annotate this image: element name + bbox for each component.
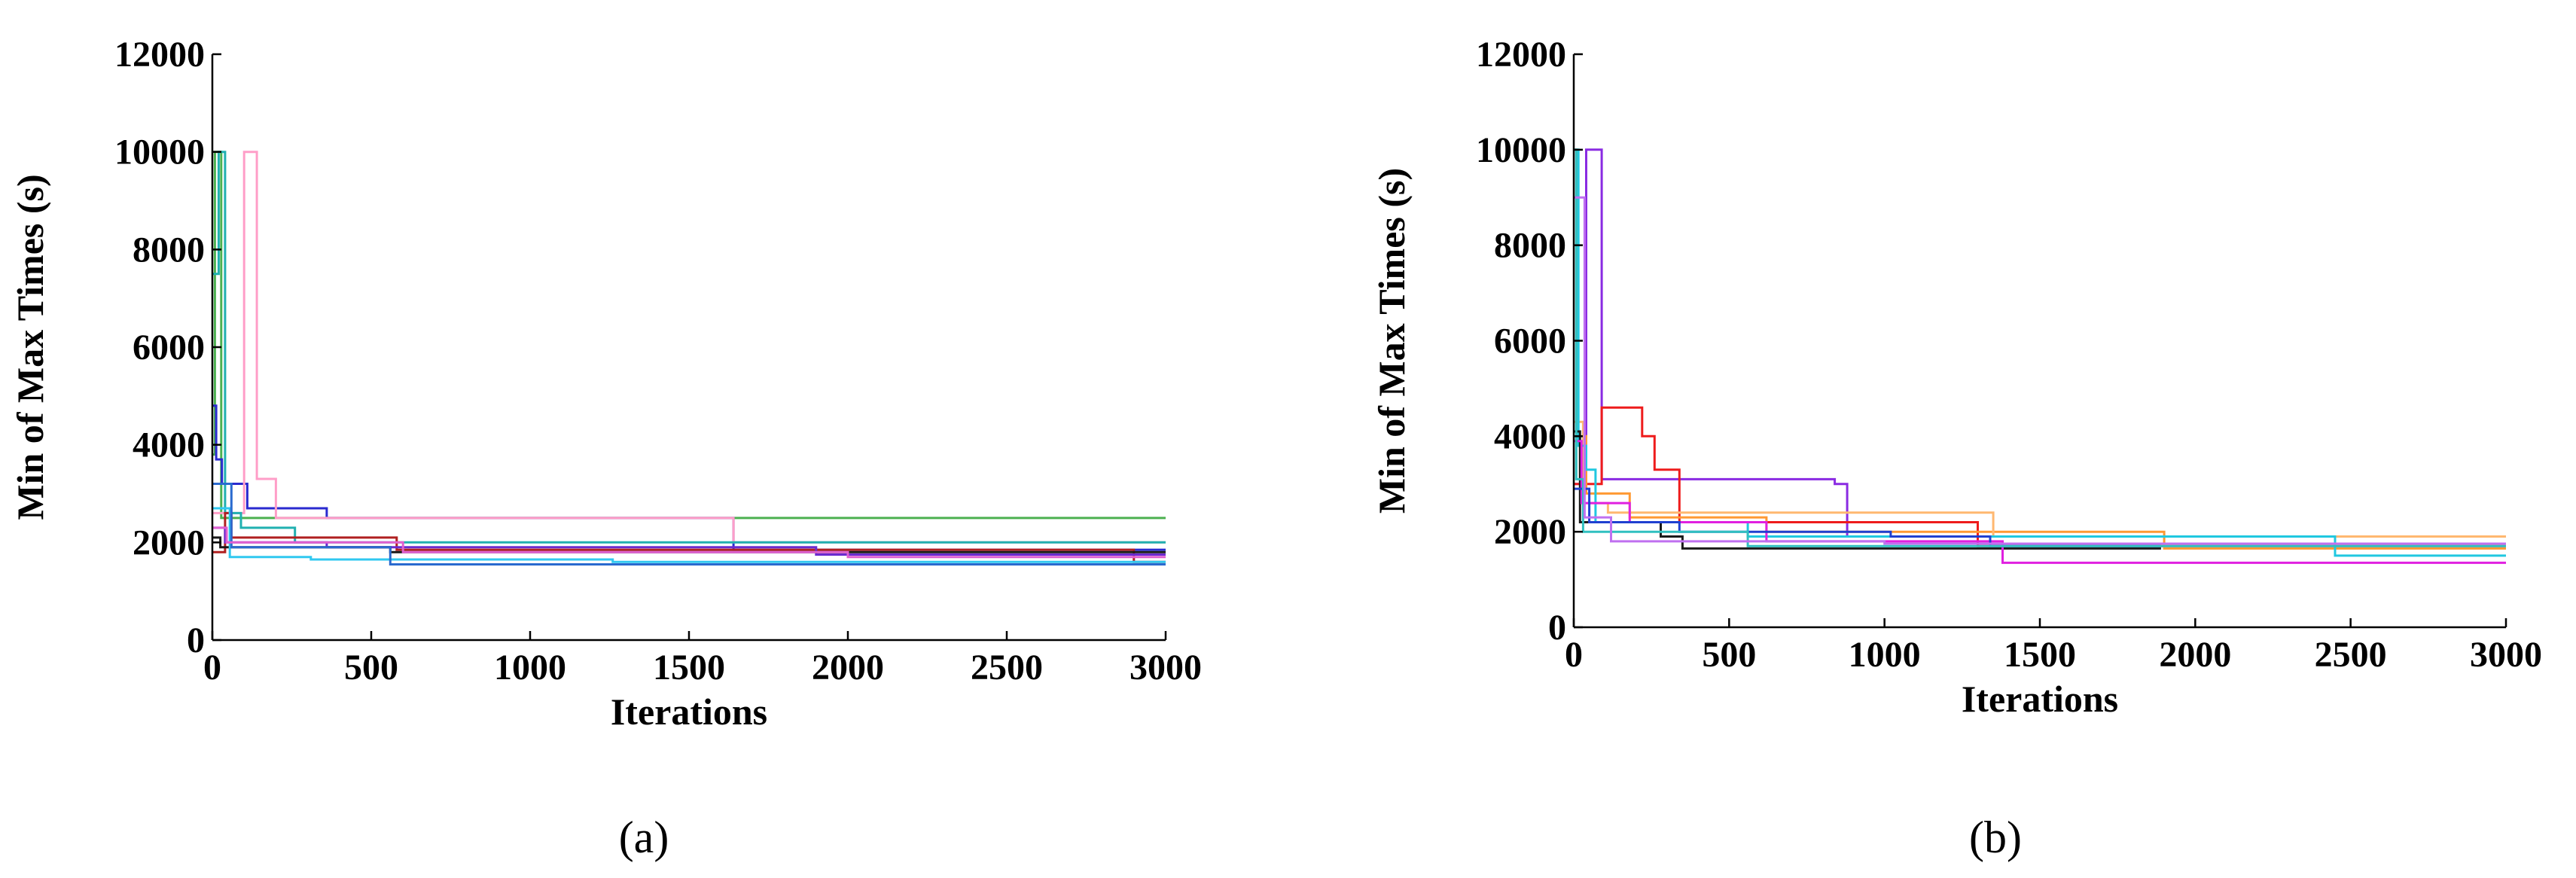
y-tick-label: 4000	[133, 425, 205, 465]
y-tick-label: 0	[187, 620, 205, 660]
series-line-8	[212, 507, 1166, 563]
series-line-6	[1574, 430, 2161, 550]
y-axis-title: Min of Max Times (s)	[9, 174, 51, 520]
panel-label-a: (a)	[619, 812, 669, 862]
x-tick-label: 3000	[2470, 635, 2542, 675]
series-line-2	[1574, 406, 2506, 547]
chart-panel-b: 0 500 1000 1500 2000 2500 3000 0 2000 4000 6000 800…	[1370, 35, 2542, 862]
y-axis-title: Min of Max Times (s)	[1370, 168, 1413, 514]
x-tick-label: 2500	[2315, 635, 2387, 675]
series-line-2	[212, 404, 1166, 551]
y-tick-label: 10000	[114, 133, 205, 172]
x-tick-label: 1000	[1849, 635, 1921, 675]
series-line-4	[1574, 420, 2506, 538]
series-line-10	[1574, 196, 2506, 545]
x-tick-label: 1500	[2004, 635, 2076, 675]
series-line-10	[212, 526, 1166, 559]
x-tick-label: 2000	[812, 648, 884, 687]
y-tick-label: 12000	[1476, 35, 1566, 75]
x-tick-label: 2000	[2159, 635, 2231, 675]
y-tick-label: 2000	[133, 523, 205, 562]
x-tick-label: 0	[1565, 635, 1583, 675]
series-line-3	[1574, 148, 2506, 550]
x-tick-label: 500	[1702, 635, 1756, 675]
series-line-3	[212, 151, 1166, 544]
series-line-6	[212, 526, 1166, 556]
series-line-5	[1574, 148, 2506, 557]
y-tick-label: 8000	[133, 230, 205, 270]
series-line-9	[1574, 148, 2506, 547]
y-tick-label: 6000	[133, 328, 205, 367]
y-tick-label: 12000	[114, 35, 205, 75]
series-line-9	[212, 483, 1166, 566]
y-tick-label: 8000	[1494, 226, 1566, 266]
x-tick-label: 500	[344, 648, 398, 687]
y-tick-label: 4000	[1494, 416, 1566, 456]
series-line-8	[1574, 487, 2161, 547]
chart-panel-a: 0 500 1000 1500 2000 2500 3000 0 2000 4000 6000 800…	[9, 35, 1202, 862]
series-line-4	[212, 151, 1166, 544]
x-tick-label: 3000	[1129, 648, 1202, 687]
y-tick-label: 10000	[1476, 130, 1566, 170]
y-tick-label: 0	[1548, 608, 1566, 648]
y-tick-label: 2000	[1494, 512, 1566, 552]
x-axis-title: Iterations	[1962, 678, 2118, 720]
x-tick-label: 0	[203, 648, 221, 687]
x-tick-label: 2500	[971, 648, 1043, 687]
series-line-7	[1574, 440, 2506, 564]
series-line-1	[212, 151, 1166, 520]
x-tick-label: 1500	[653, 648, 725, 687]
series-line-1	[1574, 148, 2506, 538]
y-tick-label: 6000	[1494, 322, 1566, 361]
panel-label-b: (b)	[1969, 812, 2022, 862]
x-axis-title: Iterations	[611, 691, 767, 733]
x-tick-label: 1000	[494, 648, 566, 687]
